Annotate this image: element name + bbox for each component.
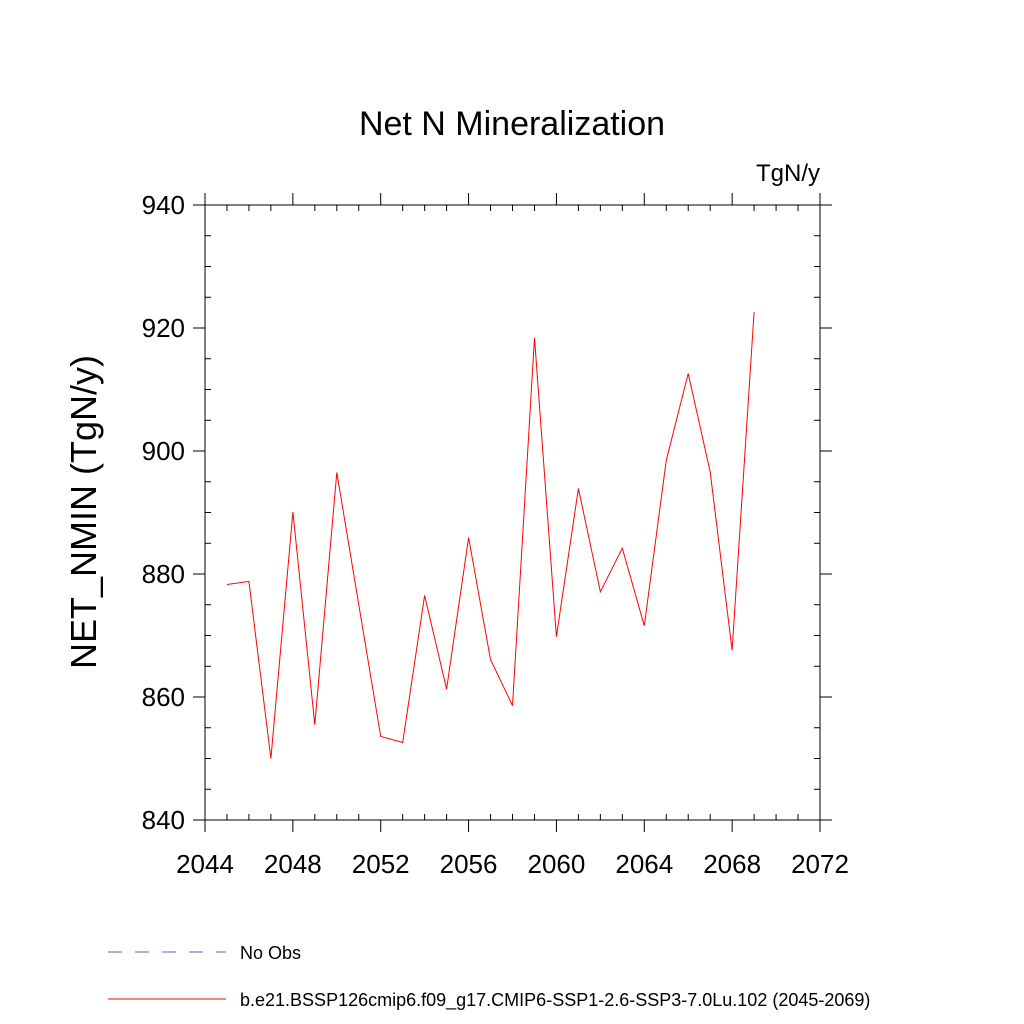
- x-tick-label: 2052: [352, 849, 410, 879]
- y-tick-label: 880: [142, 559, 185, 589]
- x-tick-label: 2072: [791, 849, 849, 879]
- y-tick-label: 920: [142, 313, 185, 343]
- x-tick-label: 2044: [176, 849, 234, 879]
- series-line: [226, 311, 755, 759]
- legend: No Obs b.e21.BSSP126cmip6.f09_g17.CMIP6-S…: [108, 943, 870, 1011]
- y-tick-label: 940: [142, 190, 185, 220]
- legend-label: b.e21.BSSP126cmip6.f09_g17.CMIP6-SSP1-2.…: [240, 990, 870, 1011]
- y-axis-label: NET_NMIN (TgN/y): [63, 355, 104, 669]
- x-tick-label: 2064: [615, 849, 673, 879]
- axis-ticks: [193, 193, 832, 832]
- series-layer: [226, 311, 755, 759]
- axis-tick-labels: 2044 2048 2052 2056 2060 2064 2068 2072 840 860 88…: [142, 190, 849, 879]
- units-label: TgN/y: [756, 160, 820, 187]
- legend-label: No Obs: [240, 943, 301, 963]
- x-tick-label: 2068: [703, 849, 761, 879]
- y-tick-label: 840: [142, 805, 185, 835]
- y-tick-label: 900: [142, 436, 185, 466]
- x-tick-label: 2048: [264, 849, 322, 879]
- plot-frame: [204, 204, 821, 821]
- x-tick-label: 2056: [440, 849, 498, 879]
- x-tick-label: 2060: [528, 849, 586, 879]
- chart-title: Net N Mineralization: [359, 105, 665, 143]
- y-tick-label: 860: [142, 682, 185, 712]
